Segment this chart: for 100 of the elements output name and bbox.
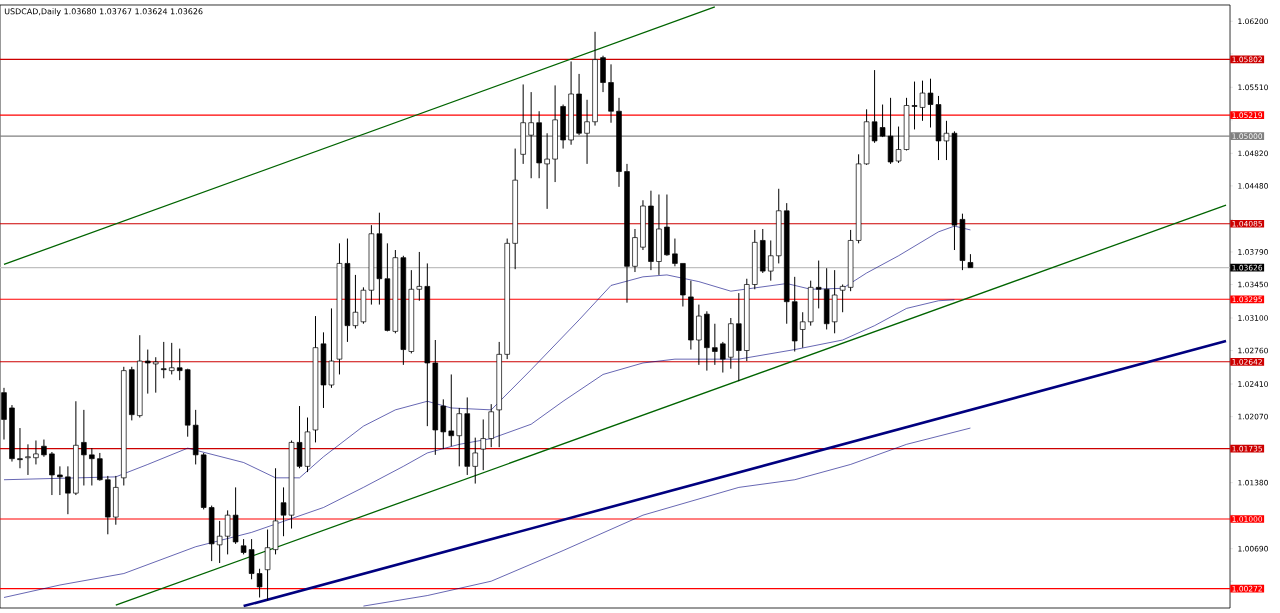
line-series — [3, 225, 971, 481]
candlestick — [153, 356, 159, 394]
candlestick — [488, 403, 494, 448]
candlestick — [783, 202, 790, 325]
candlestick — [9, 404, 15, 463]
candlestick — [264, 529, 271, 601]
candlestick — [145, 349, 151, 395]
candlestick — [336, 242, 343, 375]
candlestick — [41, 439, 47, 458]
candlestick — [815, 260, 822, 309]
candlestick — [344, 238, 351, 343]
candlestick — [97, 452, 103, 481]
candlestick — [168, 342, 175, 375]
candlestick — [432, 339, 439, 456]
candlestick — [807, 280, 814, 327]
candlestick — [552, 84, 558, 183]
candlestick — [160, 341, 167, 379]
candlestick — [57, 465, 63, 496]
candlestick — [672, 238, 678, 267]
candlestick — [736, 292, 742, 382]
candlestick — [680, 263, 686, 307]
candlestick — [248, 538, 255, 580]
line-series — [3, 299, 955, 598]
candlestick — [640, 199, 646, 251]
candlestick — [232, 486, 239, 545]
candlestick — [33, 440, 39, 465]
candlestick — [73, 400, 79, 496]
candlestick — [137, 334, 143, 419]
candlestick — [464, 396, 470, 476]
candlestick — [81, 409, 87, 486]
candlestick — [863, 108, 870, 165]
candlestick — [592, 31, 598, 127]
candlestick — [600, 55, 606, 93]
candlestick — [768, 239, 774, 282]
candlestick — [448, 373, 455, 447]
candlestick — [624, 163, 630, 304]
candlestick — [608, 63, 614, 124]
candlestick — [376, 212, 383, 306]
candlestick — [368, 224, 375, 306]
candlestick — [656, 194, 662, 276]
candlestick — [216, 520, 223, 564]
candlestick — [744, 278, 750, 362]
candlestick — [704, 310, 710, 372]
candlestick — [791, 276, 798, 352]
candlestick — [472, 437, 478, 485]
candlestick — [192, 409, 199, 465]
candlestick — [408, 269, 415, 354]
candlestick — [752, 229, 758, 290]
candlestick — [17, 427, 23, 469]
candlestick — [121, 366, 127, 486]
candlestick — [416, 251, 423, 302]
candlestick — [392, 249, 399, 334]
candlestick — [847, 229, 854, 292]
candlestick — [688, 280, 694, 351]
candlestick — [440, 398, 447, 450]
candlestick — [520, 83, 526, 165]
candlestick — [240, 538, 247, 555]
candlestick — [504, 238, 510, 360]
candlestick — [105, 475, 111, 535]
candlestick — [49, 451, 55, 496]
candlestick — [113, 475, 119, 526]
candlestick — [256, 568, 263, 598]
candlestick — [576, 73, 582, 136]
candlestick — [855, 153, 862, 244]
candlestick — [887, 97, 894, 165]
candlestick — [616, 97, 622, 188]
candlestick — [712, 323, 718, 366]
candlestick — [831, 269, 838, 334]
candlestick — [720, 341, 726, 374]
candlestick — [528, 91, 534, 179]
candlestick — [839, 283, 846, 313]
candlestick — [776, 188, 782, 264]
candlestick — [544, 132, 550, 210]
candlestick — [799, 311, 806, 349]
candlestick — [560, 104, 566, 150]
candlestick — [871, 69, 878, 144]
candlestick — [352, 274, 359, 330]
candlestick — [760, 228, 766, 274]
candlestick — [184, 369, 191, 438]
candlestick — [224, 509, 231, 555]
candlestick — [648, 190, 654, 271]
candlestick — [384, 242, 391, 331]
candlestick — [823, 267, 830, 330]
candlestick — [208, 505, 215, 562]
line-series — [363, 427, 971, 607]
candlestick — [664, 194, 670, 256]
candlestick — [176, 348, 183, 381]
candlestick — [496, 341, 502, 448]
candlestick — [424, 262, 431, 427]
candlestick — [456, 407, 463, 467]
candlestick — [65, 465, 71, 515]
candlestick — [272, 467, 279, 555]
candlestick — [879, 104, 886, 137]
candlestick — [696, 304, 702, 366]
candlestick — [568, 60, 574, 146]
candlestick — [728, 317, 734, 370]
candlestick — [584, 99, 590, 165]
candlestick — [512, 148, 518, 270]
candlestick — [536, 110, 542, 179]
candlestick — [632, 228, 638, 273]
